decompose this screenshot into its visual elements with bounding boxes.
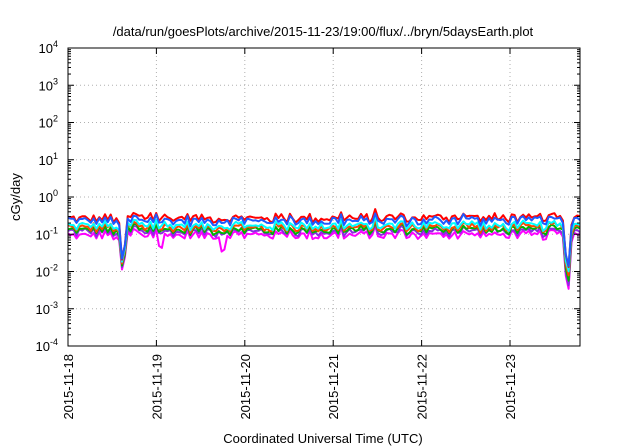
y-tick-label: 100: [39, 188, 58, 205]
y-tick-label: 10-1: [36, 225, 58, 242]
x-tick-label: 2015-11-19: [149, 354, 164, 420]
y-tick-label: 104: [39, 39, 58, 56]
x-axis-label: Coordinated Universal Time (UTC): [223, 431, 422, 446]
x-tick-label: 2015-11-20: [238, 354, 253, 420]
y-tick-label: 102: [39, 114, 58, 131]
chart-title: /data/run/goesPlots/archive/2015-11-23/1…: [113, 24, 534, 39]
y-axis: 104 103 102 101 100 10-1 10-2 10-3 10-4: [36, 39, 580, 354]
series-line-3: [67, 221, 581, 282]
y-tick-label: 10-2: [36, 263, 58, 280]
x-tick-label: 2015-11-21: [326, 354, 341, 420]
y-tick-label: 10-4: [36, 337, 58, 354]
series-layer: [67, 208, 581, 290]
y-axis-label: cGy/day: [8, 173, 23, 221]
x-tick-label: 2015-11-22: [415, 354, 430, 420]
y-tick-label: 101: [39, 151, 58, 168]
y-tick-label: 103: [39, 76, 58, 93]
x-tick-label: 2015-11-23: [503, 354, 518, 420]
x-tick-label: 2015-11-18: [61, 354, 76, 420]
grid: [68, 48, 580, 346]
y-tick-label: 10-3: [36, 300, 58, 317]
series-line-7: [67, 212, 581, 267]
x-axis: 2015-11-18 2015-11-19 2015-11-20 2015-11-21…: [61, 48, 518, 420]
series-line-5: [67, 214, 581, 273]
series-line-1: [67, 224, 581, 290]
